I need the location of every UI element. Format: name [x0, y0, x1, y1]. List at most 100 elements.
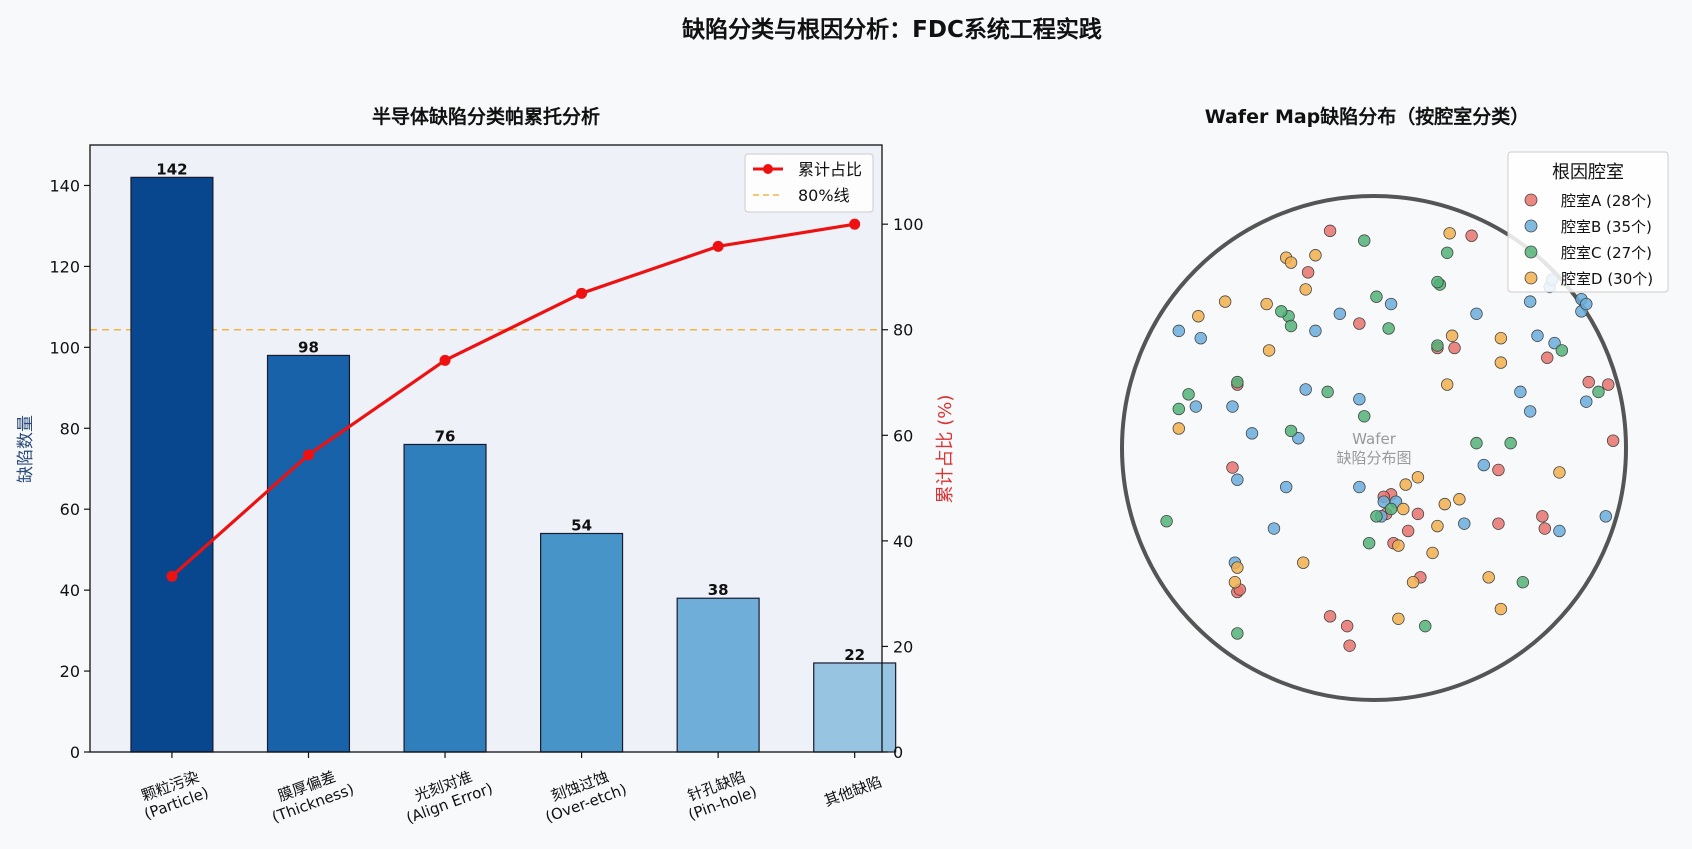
y-left-tick-label-120: 120: [49, 257, 80, 276]
pareto-plot-frame: [89, 144, 883, 753]
bar-value-label-1: 98: [298, 338, 319, 356]
pareto-chart: 半导体缺陷分类帕累托分析 142 98 76 54 38 22 0 20 40 60 80 100 1…: [16, 105, 956, 827]
defect-point-1-8: [1523, 295, 1537, 308]
y-right-tick-label-20: 20: [893, 637, 913, 656]
defect-point-2-6: [1160, 515, 1173, 528]
defect-point-1-32: [1226, 400, 1239, 413]
legend-cumulative-label: 累计占比: [798, 160, 862, 179]
defect-point-3-22: [1426, 546, 1439, 560]
wafer-legend-label-3: 腔室D (30个): [1561, 270, 1653, 288]
defect-point-3-26: [1392, 612, 1405, 626]
wafer-legend-label-1: 腔室B (35个): [1561, 218, 1652, 236]
bar-value-label-3: 54: [571, 516, 592, 534]
x-tick-label-5-line-0: 其他缺陷: [822, 773, 885, 810]
defect-point-0-4: [1323, 224, 1337, 238]
defect-point-3-14: [1260, 297, 1273, 311]
defect-point-0-11: [1323, 610, 1337, 623]
defect-point-1-15: [1377, 495, 1390, 508]
cumulative-point-1: [302, 449, 314, 461]
cumulative-line-group: [166, 218, 861, 582]
defect-point-2-25: [1358, 410, 1371, 423]
defect-point-0-6: [1343, 639, 1356, 652]
pareto-title: 半导体缺陷分类帕累托分析: [372, 105, 600, 128]
cumulative-point-5: [849, 218, 861, 230]
defect-point-0-5: [1448, 341, 1461, 355]
defect-point-3-17: [1231, 561, 1244, 574]
y-right-tick-label-0: 0: [893, 743, 903, 762]
defect-point-1-3: [1470, 307, 1483, 321]
defect-point-3-28: [1406, 576, 1420, 589]
defect-point-3-10: [1494, 356, 1508, 369]
y-right-tick-label-60: 60: [893, 426, 913, 445]
wafer-legend-label-2: 腔室C (27个): [1561, 244, 1652, 262]
y-left-tick-label-0: 0: [70, 743, 80, 762]
defect-point-3-8: [1445, 329, 1459, 342]
defect-point-1-27: [1523, 405, 1537, 418]
defect-point-1-29: [1172, 324, 1186, 338]
defect-point-1-33: [1309, 324, 1322, 338]
bar-3: [540, 532, 624, 753]
defect-point-2-15: [1516, 576, 1530, 589]
defect-point-1-6: [1189, 400, 1203, 413]
y-right-tick-label-80: 80: [893, 321, 913, 340]
defect-point-2-14: [1231, 375, 1244, 389]
defect-point-2-22: [1440, 246, 1454, 260]
cumulative-point-2: [439, 354, 451, 366]
defect-point-3-7: [1299, 283, 1312, 296]
bar-value-label-2: 76: [435, 427, 456, 445]
y-axis-left-label: 缺陷数量: [16, 415, 36, 483]
defect-point-1-25: [1580, 297, 1593, 311]
cumulative-point-4: [712, 240, 724, 252]
defect-point-3-11: [1399, 478, 1412, 491]
defect-point-3-25: [1494, 602, 1508, 616]
defect-point-3-6: [1494, 332, 1508, 345]
x-tick-label-0: 颗粒污染(Particle): [136, 766, 211, 823]
defect-point-1-28: [1553, 524, 1566, 538]
defect-point-2-7: [1321, 385, 1334, 399]
defect-point-2-23: [1555, 344, 1569, 357]
defect-point-1-2: [1477, 458, 1491, 472]
y-left-tick-label-80: 80: [60, 419, 80, 438]
wafer-legend-label-0: 腔室A (28个): [1561, 192, 1652, 210]
x-tick-label-3: 刻蚀过蚀(Over-etch): [537, 763, 629, 826]
defect-point-3-29: [1482, 571, 1495, 584]
defect-point-0-12: [1606, 434, 1620, 447]
defect-point-2-16: [1470, 436, 1483, 450]
defect-point-3-23: [1392, 539, 1405, 552]
legend-threshold-label: 80%线: [798, 186, 850, 205]
x-tick-label-2: 光刻对准(Align Error): [398, 762, 496, 827]
defect-point-1-4: [1292, 432, 1305, 445]
defect-point-3-24: [1262, 344, 1276, 357]
defect-point-1-17: [1267, 522, 1281, 535]
pareto-bars: [130, 176, 897, 753]
bar-value-label-5: 22: [844, 646, 865, 664]
defect-point-1-11: [1458, 517, 1471, 530]
wafer-legend-box: [1507, 151, 1669, 293]
defect-point-2-24: [1362, 536, 1376, 550]
defect-point-3-18: [1411, 471, 1425, 484]
cumulative-point-3: [576, 287, 588, 299]
defect-point-3-20: [1297, 556, 1310, 569]
defect-point-1-18: [1299, 383, 1312, 396]
y-axis-left: 0 20 40 60 80 100 120 140: [49, 176, 90, 762]
y-right-tick-label-40: 40: [893, 532, 913, 551]
wafer-center-label-line2: 缺陷分布图: [1336, 449, 1411, 467]
x-tick-label-4: 针孔缺陷(Pin-hole): [680, 766, 760, 824]
wafer-legend-marker-1: [1524, 219, 1538, 233]
wafer-legend-title: 根因腔室: [1552, 162, 1624, 183]
wafer-legend: 根因腔室 腔室A (28个) 腔室B (35个) 腔室C (27个) 腔室D (30个…: [1507, 151, 1669, 293]
x-tick-label-1: 膜厚偏差(Thickness): [263, 763, 356, 826]
defect-point-0-14: [1582, 375, 1595, 389]
defect-point-2-19: [1431, 275, 1444, 289]
defect-point-3-2: [1172, 422, 1186, 435]
defect-point-0-25: [1353, 317, 1366, 330]
defect-point-1-16: [1279, 480, 1293, 494]
defect-point-3-0: [1443, 227, 1456, 240]
wafer-map-chart: Wafer Map缺陷分布（按腔室分类） Wafer 缺陷分布图 根因腔室 腔室…: [1120, 105, 1669, 702]
defect-point-2-13: [1592, 385, 1605, 399]
bar-4: [676, 597, 760, 753]
defect-point-1-5: [1384, 297, 1398, 311]
cumulative-point-0: [166, 570, 178, 582]
defect-point-1-9: [1194, 332, 1207, 345]
